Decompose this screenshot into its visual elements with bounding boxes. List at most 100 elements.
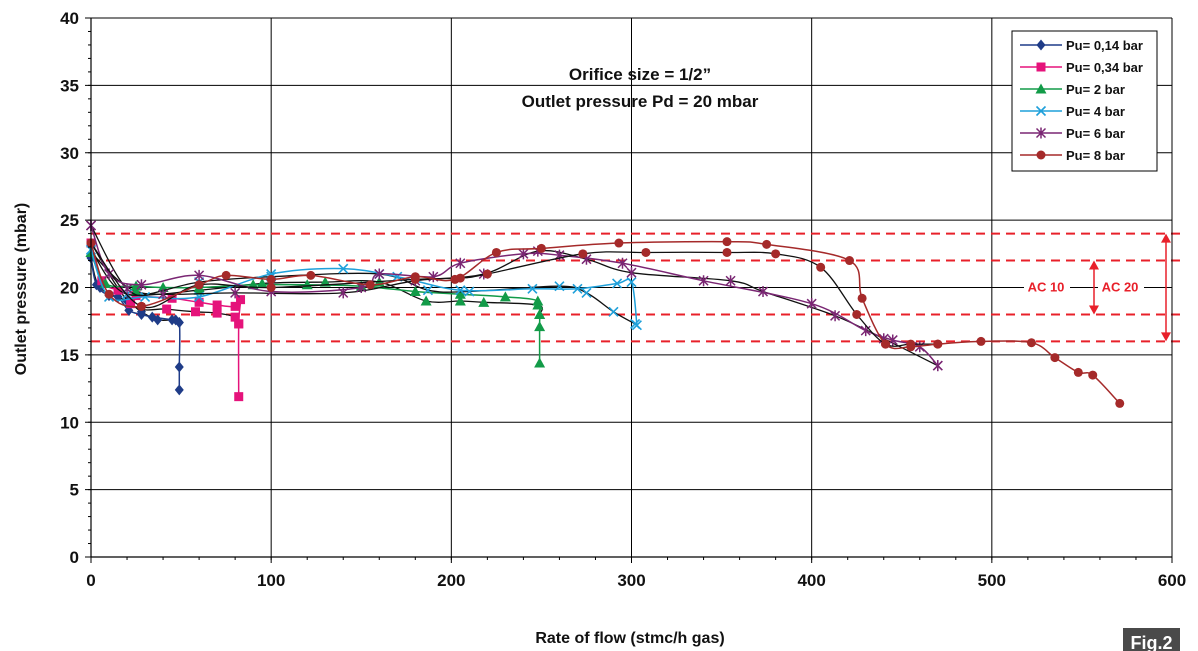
data-point (174, 317, 184, 329)
data-point (266, 274, 276, 284)
data-point (626, 267, 637, 279)
data-point (614, 238, 624, 248)
y-tick-label: 40 (60, 9, 79, 28)
data-point (722, 247, 732, 257)
legend-label: Pu= 0,34 bar (1066, 60, 1143, 75)
x-tick-label: 300 (617, 571, 645, 590)
y-tick-label: 10 (60, 413, 79, 432)
data-point (491, 247, 501, 257)
data-point (194, 280, 204, 290)
x-tick-label: 200 (437, 571, 465, 590)
data-point (612, 278, 623, 289)
data-point (422, 285, 433, 296)
data-point (365, 280, 375, 290)
band-arrow-head-top (1089, 260, 1099, 270)
data-point (725, 275, 736, 287)
chart-legend: Pu= 0,14 bar Pu= 0,34 bar Pu= 2 bar Pu= 4 b… (1011, 30, 1158, 172)
data-point (454, 288, 466, 299)
data-point (162, 304, 172, 314)
data-point (816, 262, 826, 272)
data-point (174, 361, 184, 373)
figure-label: Fig.2 (1123, 628, 1180, 651)
x-tick-label: 500 (978, 571, 1006, 590)
data-point (136, 301, 146, 311)
data-point (374, 268, 385, 280)
data-point (698, 275, 709, 287)
data-point (478, 296, 490, 307)
data-point (534, 321, 546, 332)
data-point (104, 289, 114, 299)
series-line-return (90, 242, 938, 347)
data-point (158, 288, 169, 300)
data-point (527, 283, 538, 294)
legend-label: Pu= 2 bar (1066, 82, 1125, 97)
data-point (301, 279, 313, 290)
data-point (852, 309, 862, 319)
band-arrow-head-bottom (1089, 305, 1099, 315)
data-point (230, 287, 241, 299)
chart-series (85, 220, 1125, 408)
chart-axes (85, 17, 1173, 563)
series-line (90, 225, 939, 367)
data-point (212, 308, 222, 318)
data-point (482, 269, 492, 279)
data-point (1026, 338, 1036, 348)
data-point (126, 299, 136, 309)
data-point (194, 297, 204, 307)
data-point (860, 325, 871, 337)
data-point (234, 319, 244, 329)
data-point (762, 239, 772, 249)
legend-label: Pu= 8 bar (1066, 148, 1125, 163)
legend-label: Pu= 6 bar (1066, 126, 1125, 141)
data-point (464, 286, 475, 297)
y-axis-label: Outlet pressure (mbar) (13, 203, 30, 375)
data-point (534, 308, 546, 319)
data-point (212, 300, 222, 310)
y-tick-label: 35 (60, 76, 79, 95)
y-tick-label: 20 (60, 279, 79, 298)
data-point (626, 277, 637, 288)
data-point (554, 281, 565, 292)
data-point (236, 295, 246, 305)
data-point (306, 270, 316, 280)
series-5 (85, 220, 943, 372)
x-tick-label: 600 (1158, 571, 1186, 590)
annotation-line-2: Outlet pressure Pd = 20 mbar (522, 92, 759, 111)
legend-box (1011, 30, 1158, 172)
data-point (578, 249, 588, 259)
data-point (534, 357, 546, 368)
data-point (221, 270, 231, 280)
data-point (194, 269, 205, 281)
data-point (174, 384, 184, 396)
data-point (113, 285, 123, 295)
data-point (771, 249, 781, 259)
legend-marker (1035, 127, 1047, 139)
reference-lines: AC 10 AC 20 (91, 232, 1180, 343)
data-point (136, 279, 147, 291)
data-point (1050, 353, 1060, 363)
band-label-bg (1024, 276, 1070, 295)
data-point (256, 277, 268, 288)
data-point (1073, 367, 1083, 377)
data-point (409, 286, 421, 297)
data-point (932, 360, 943, 372)
data-point (454, 295, 466, 306)
data-point (581, 287, 592, 298)
y-tick-label: 25 (60, 211, 79, 230)
data-point (518, 248, 529, 260)
series-1 (86, 252, 184, 396)
data-point (420, 295, 432, 306)
legend-marker (1036, 39, 1046, 51)
data-point (757, 286, 769, 298)
y-tick-label: 5 (70, 481, 79, 500)
data-point (806, 298, 817, 310)
data-point (338, 263, 349, 274)
data-point (338, 287, 349, 299)
legend-marker (1035, 83, 1047, 94)
data-point (139, 291, 151, 302)
data-point (572, 283, 583, 294)
data-point (266, 283, 276, 292)
y-tick-label: 30 (60, 144, 79, 163)
series-6 (86, 237, 1125, 408)
